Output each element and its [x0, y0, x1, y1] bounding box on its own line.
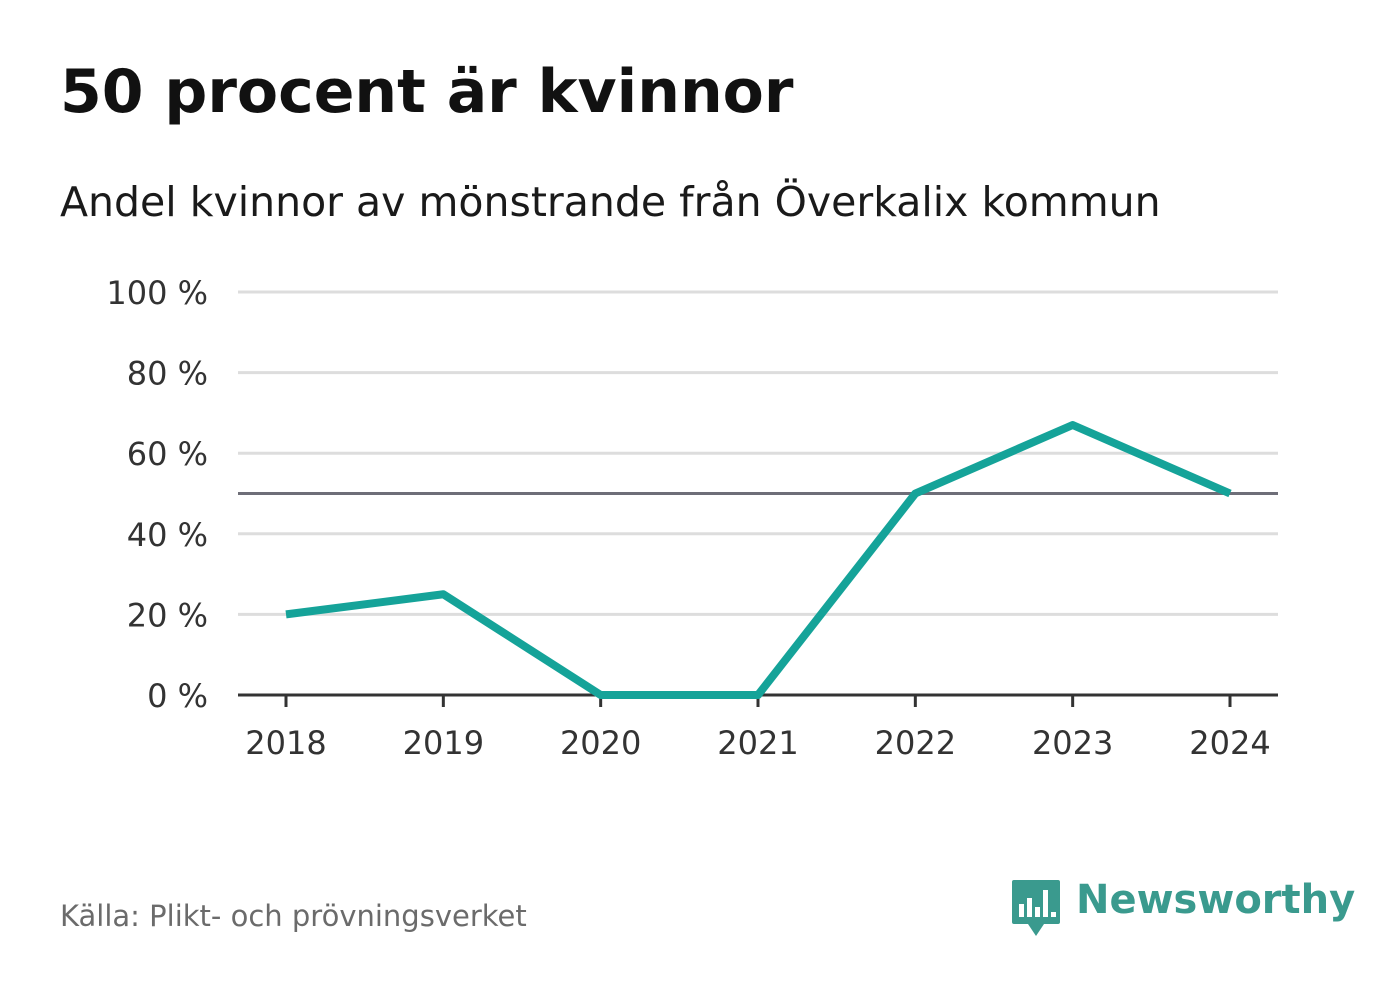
x-tick-label: 2022 — [875, 724, 956, 762]
brand-logo: Newsworthy — [1010, 878, 1355, 940]
line-chart: 0 % 20 % 40 % 60 % 80 % 100 % 2018 2019 2020 202… — [106, 274, 1278, 762]
grid-lines — [238, 290, 1278, 616]
chart-subtitle: Andel kvinnor av mönstrande från Överkal… — [60, 178, 1161, 226]
series-line — [285, 420, 1232, 699]
brand-name: Newsworthy — [1076, 877, 1356, 923]
y-axis-tick-labels: 0 % 20 % 40 % 60 % 80 % 100 % — [106, 274, 208, 715]
source-note: Källa: Plikt- och prövningsverket — [60, 899, 527, 933]
y-tick-label: 20 % — [127, 596, 208, 634]
x-tick-label: 2024 — [1189, 724, 1270, 762]
bar-chart-speech-bubble-icon — [1012, 880, 1060, 936]
y-tick-label: 100 % — [106, 274, 208, 312]
x-tick-label: 2021 — [717, 724, 798, 762]
chart-title: 50 procent är kvinnor — [60, 57, 794, 127]
y-tick-label: 40 % — [127, 516, 208, 554]
x-axis-tick-labels: 2018 2019 2020 2021 2022 2023 2024 — [245, 724, 1270, 762]
x-tick-label: 2020 — [560, 724, 641, 762]
y-tick-label: 80 % — [127, 355, 208, 393]
x-tick-label: 2018 — [245, 724, 326, 762]
series-layer — [285, 420, 1232, 699]
y-tick-label: 0 % — [147, 677, 208, 715]
x-tick-label: 2023 — [1032, 724, 1113, 762]
y-tick-label: 60 % — [127, 435, 208, 473]
x-tick-label: 2019 — [403, 724, 484, 762]
